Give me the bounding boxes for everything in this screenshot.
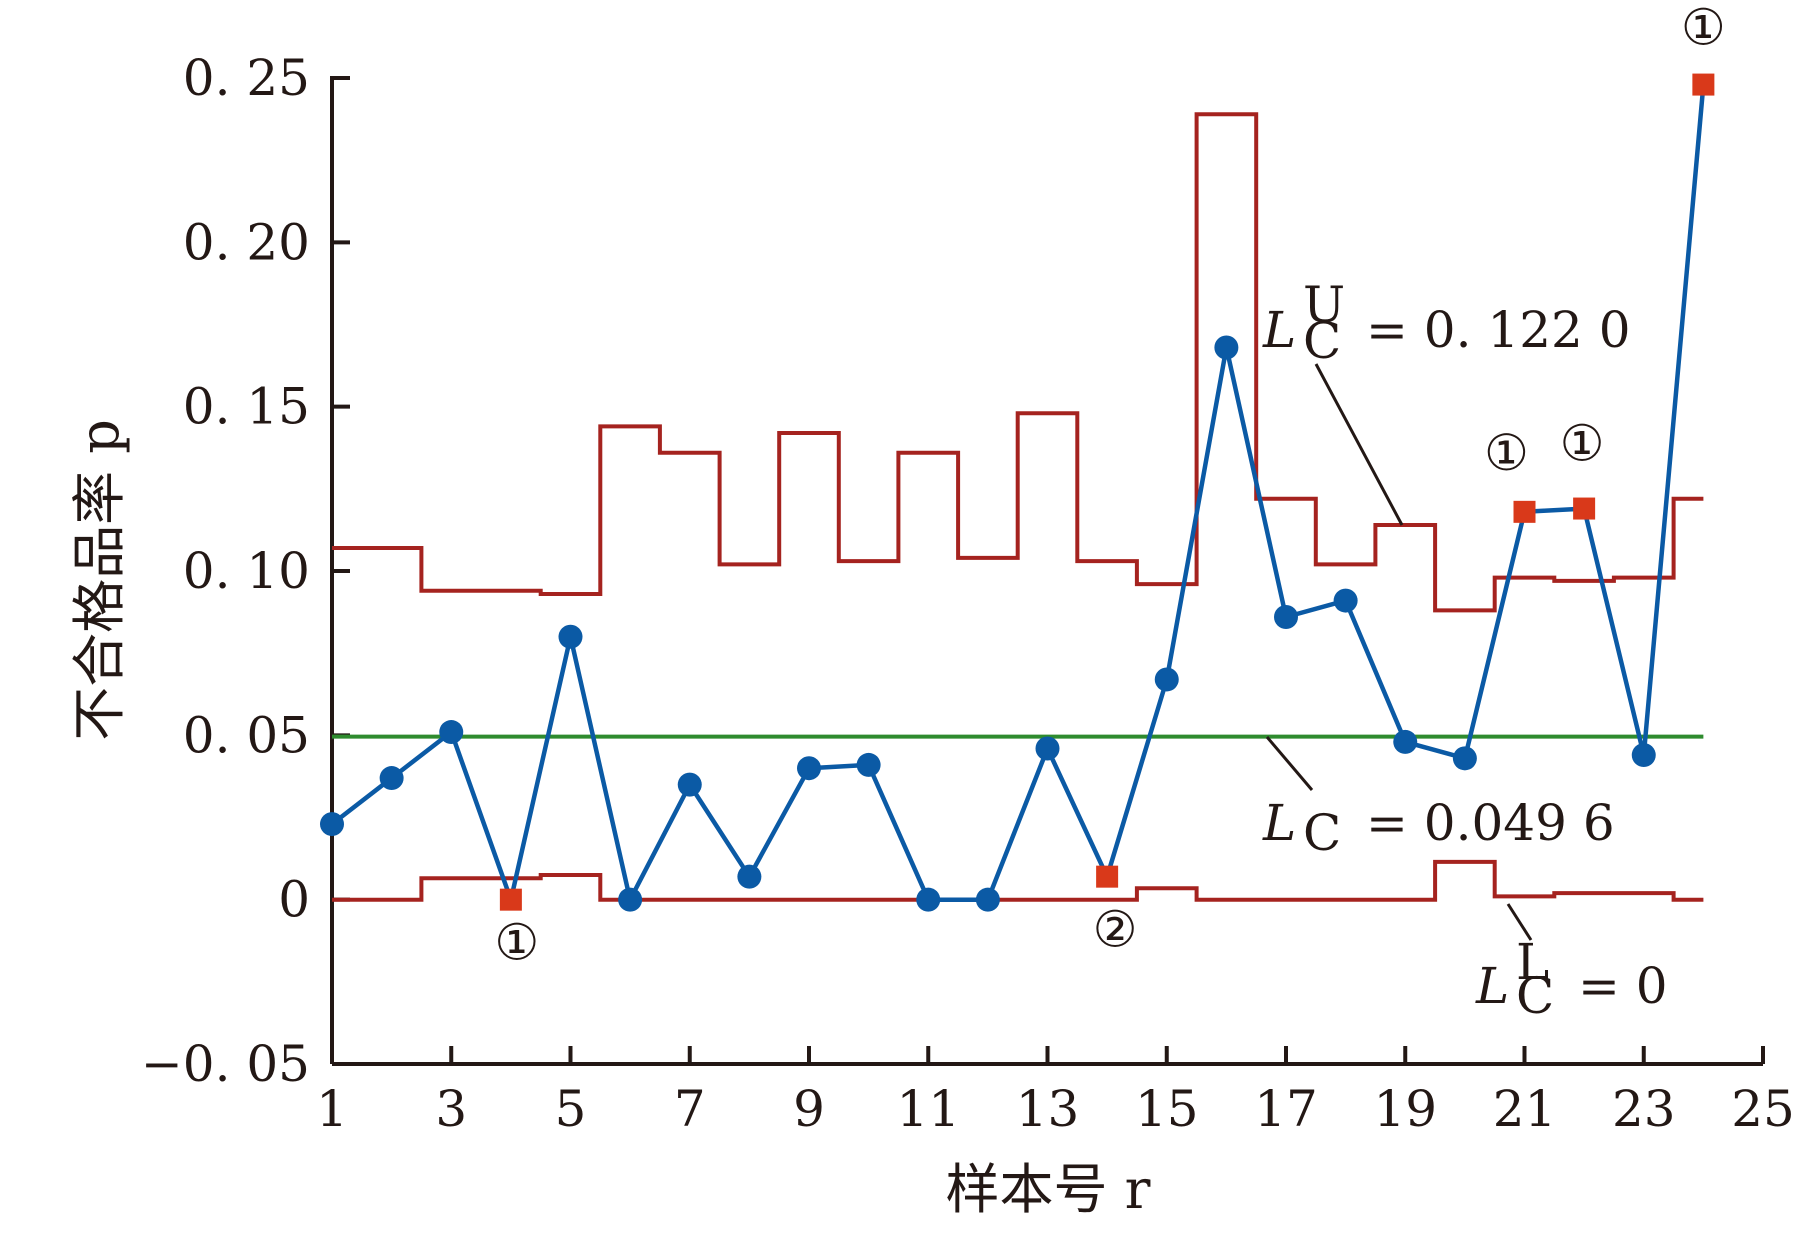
lcl-symbol: L <box>1475 957 1509 1015</box>
point-marker-label: ① <box>1681 0 1726 57</box>
x-tick-label: 5 <box>555 1080 587 1138</box>
data-point <box>1631 743 1656 768</box>
point-marker-label: ① <box>1560 415 1605 473</box>
out-of-control-point <box>1513 500 1536 523</box>
x-tick-label: 17 <box>1254 1080 1318 1138</box>
lower-control-limit-line <box>332 859 1704 902</box>
lcl-superscript: L <box>1516 933 1549 991</box>
point-marker-label: ① <box>494 914 539 972</box>
lcl-value: = 0 <box>1578 957 1668 1015</box>
ucl-subscript: C <box>1303 312 1341 370</box>
data-point <box>1393 729 1418 754</box>
x-tick-label: 25 <box>1731 1080 1795 1138</box>
out-of-control-point <box>1692 73 1715 96</box>
y-axis-title: 不合格品率 p <box>68 419 131 741</box>
data-point <box>1333 588 1358 613</box>
data-point <box>320 812 344 837</box>
ucl-value: = 0. 122 0 <box>1366 301 1631 359</box>
data-point <box>1274 605 1298 630</box>
x-tick-label: 13 <box>1016 1080 1080 1138</box>
x-tick-label: 7 <box>674 1080 706 1138</box>
x-tick-label: 11 <box>896 1080 960 1138</box>
cl-subscript: C <box>1303 804 1341 862</box>
data-point <box>975 887 1000 912</box>
x-tick-label: 9 <box>793 1080 825 1138</box>
control-limits <box>332 112 1704 902</box>
y-tick-label: −0. 05 <box>141 1035 310 1093</box>
y-tick-label: 0. 10 <box>183 542 310 600</box>
cl-symbol: L <box>1262 794 1296 852</box>
y-tick-label: 0. 20 <box>183 213 310 271</box>
data-series <box>320 73 1715 912</box>
ucl-leader-line <box>1314 363 1404 526</box>
series-line <box>330 84 1706 902</box>
data-point <box>916 887 941 912</box>
out-of-control-point <box>1573 497 1596 520</box>
x-tick-label: 19 <box>1373 1080 1437 1138</box>
point-marker-label: ① <box>1484 424 1529 482</box>
x-tick-label: 1 <box>316 1080 348 1138</box>
lcl-leader-line <box>1506 903 1533 941</box>
x-tick-label: 15 <box>1135 1080 1199 1138</box>
x-tick-label: 21 <box>1493 1080 1557 1138</box>
lcl-subscript: C <box>1516 967 1554 1025</box>
cl-leader-line <box>1265 736 1314 791</box>
x-axis-title: 样本号 r <box>946 1158 1151 1221</box>
labels: ① ②① ①① <box>494 0 1725 972</box>
y-tick-label: 0. 05 <box>183 706 310 764</box>
data-point <box>618 887 643 912</box>
y-tick-label: 0 <box>278 871 310 929</box>
lcl-annotation: L L C = 0 <box>1475 933 1668 1025</box>
x-tick-label: 3 <box>435 1080 467 1138</box>
y-tick-label: 0. 15 <box>183 378 310 436</box>
data-point <box>558 624 583 649</box>
data-point <box>797 756 821 781</box>
data-point <box>1154 667 1179 692</box>
ucl-superscript: U <box>1303 276 1345 334</box>
point-marker-label: ② <box>1093 901 1138 959</box>
out-of-control-point <box>1096 865 1119 888</box>
out-of-control-point <box>499 888 522 911</box>
data-point <box>1214 335 1239 360</box>
data-point <box>1452 746 1477 771</box>
data-point <box>737 864 762 889</box>
y-tick-label: 0. 25 <box>183 49 310 107</box>
cl-value: = 0.049 6 <box>1366 794 1615 852</box>
upper-control-limit-line <box>332 112 1704 613</box>
data-point <box>1035 736 1060 761</box>
data-point <box>379 766 404 791</box>
cl-annotation: L C = 0.049 6 <box>1262 794 1615 862</box>
ucl-annotation: L U C = 0. 122 0 <box>1262 276 1631 370</box>
ucl-symbol: L <box>1262 301 1296 359</box>
data-point <box>439 720 464 745</box>
data-point <box>856 752 881 777</box>
data-point <box>677 772 702 797</box>
x-tick-label: 23 <box>1612 1080 1676 1138</box>
